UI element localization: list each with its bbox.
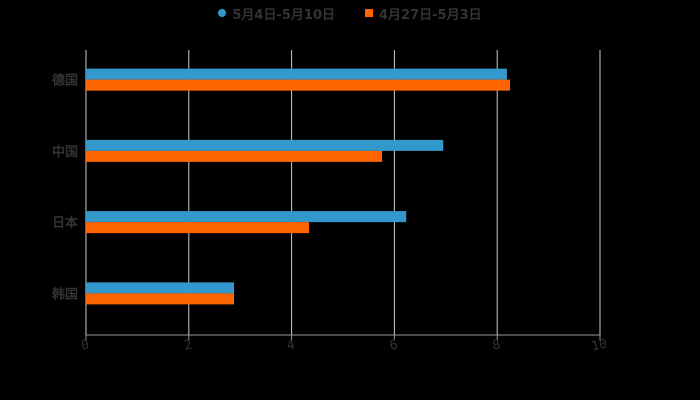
x-axis-tick-label: 0 bbox=[80, 337, 91, 353]
bar-series-2[interactable] bbox=[86, 79, 511, 91]
legend-item-series-2[interactable]: 4月27日-5月3日 bbox=[365, 4, 482, 23]
x-axis-tick-label: 8 bbox=[491, 337, 502, 353]
x-axis-tick-label: 2 bbox=[183, 337, 194, 353]
legend-square-icon bbox=[365, 9, 373, 17]
bar-series-2[interactable] bbox=[86, 222, 310, 234]
bar-series-1[interactable] bbox=[86, 282, 235, 294]
legend-label: 4月27日-5月3日 bbox=[379, 7, 482, 23]
y-axis-category-label: 德国 bbox=[52, 73, 78, 89]
bar-series-2[interactable] bbox=[86, 293, 235, 305]
y-axis-category-label: 韩国 bbox=[52, 286, 78, 302]
x-axis-tick-label: 10 bbox=[590, 337, 608, 355]
chart-legend: 5月4日-5月10日 4月27日-5月3日 bbox=[0, 4, 700, 23]
x-axis-tick-label: 4 bbox=[285, 337, 296, 353]
bar-series-2[interactable] bbox=[86, 150, 383, 162]
legend-item-series-1[interactable]: 5月4日-5月10日 bbox=[218, 4, 335, 23]
bar-series-1[interactable] bbox=[86, 139, 444, 151]
bar-series-1[interactable] bbox=[86, 211, 407, 223]
bar-series-1[interactable] bbox=[86, 68, 507, 80]
legend-circle-icon bbox=[218, 9, 227, 17]
y-axis-category-label: 中国 bbox=[52, 144, 78, 160]
y-axis-category-label: 日本 bbox=[52, 215, 78, 231]
x-axis-tick-label: 6 bbox=[388, 337, 399, 353]
legend-label: 5月4日-5月10日 bbox=[232, 7, 335, 23]
